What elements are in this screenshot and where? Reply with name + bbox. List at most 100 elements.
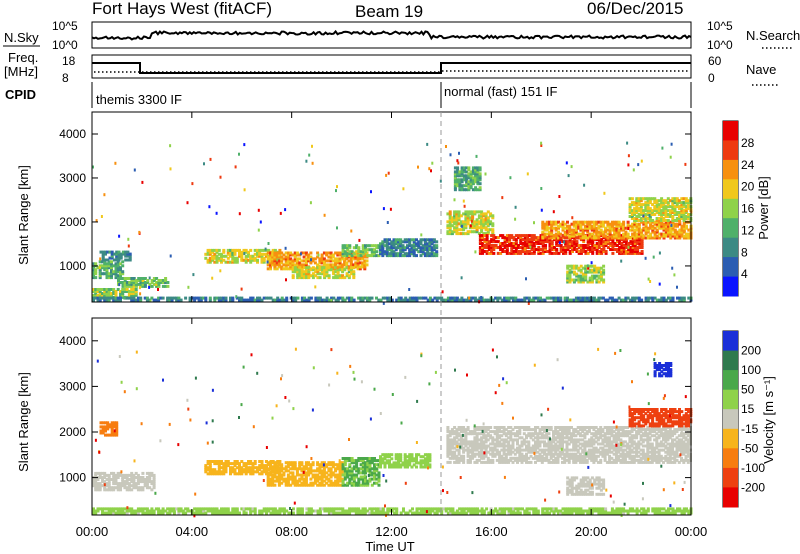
velocity-cell [525, 434, 528, 438]
power-cell [240, 258, 244, 262]
velocity-cell [116, 476, 120, 479]
power-cell [662, 224, 666, 228]
power-cell [406, 252, 409, 256]
velocity-cell [206, 462, 210, 466]
velocity-cell [266, 461, 270, 465]
velocity-cell [538, 442, 542, 446]
velocity-cell [115, 429, 119, 433]
velocity-cell [273, 467, 277, 471]
power-cell [492, 248, 496, 251]
power-cell [430, 254, 434, 258]
power-cell [469, 184, 473, 188]
power-cell [462, 212, 466, 216]
power-cell [666, 213, 670, 216]
velocity-cell [459, 436, 463, 440]
power-cell [92, 288, 95, 291]
velocity-cell [554, 448, 558, 452]
velocity-cell [311, 481, 315, 485]
power-cell [204, 296, 208, 300]
velocity-cell [258, 468, 262, 472]
power-cell [566, 280, 570, 284]
velocity-cell [366, 483, 370, 487]
power-cell [338, 276, 342, 280]
power-cell [377, 254, 381, 258]
power-cell [107, 262, 111, 266]
power-cell [653, 230, 657, 234]
power-cell [482, 226, 486, 230]
velocity-cell [556, 426, 560, 429]
velocity-cell [518, 446, 522, 450]
power-cell [453, 228, 457, 232]
power-speckle [279, 211, 282, 215]
power-cell [646, 296, 650, 300]
velocity-cell [527, 448, 531, 452]
power-cell [469, 174, 473, 178]
power-cell [483, 244, 487, 247]
power-cell [184, 296, 188, 300]
power-cell [273, 257, 277, 261]
power-cell [566, 266, 570, 270]
velocity-cell [516, 450, 519, 454]
power-cell [280, 296, 284, 300]
power-speckle [627, 245, 630, 249]
power-cell [273, 251, 277, 255]
velocity-cell [525, 446, 528, 450]
power-cell [633, 217, 637, 220]
power-cell [595, 220, 599, 224]
velocity-cell [567, 458, 571, 462]
power-cell [329, 251, 333, 255]
velocity-cell [457, 448, 461, 452]
velocity-cell [233, 460, 237, 463]
power-cell [532, 296, 536, 300]
power-cell [320, 266, 324, 270]
power-cell [289, 261, 293, 265]
power-cell [562, 251, 565, 255]
velocity-cell [385, 461, 389, 465]
power-cell [653, 197, 657, 201]
velocity-cell [116, 482, 120, 486]
velocity-cell [346, 481, 350, 485]
power-cell [421, 248, 425, 252]
power-cell [678, 220, 682, 224]
velocity-cell [99, 429, 103, 433]
power-cell [273, 259, 277, 263]
velocity-cell [338, 473, 342, 477]
velocity-cell [304, 467, 308, 471]
power-cell [591, 248, 595, 251]
power-cell [527, 296, 531, 300]
power-cell [642, 234, 646, 238]
power-cell [103, 264, 107, 268]
power-cell [562, 250, 565, 253]
velocity-cell [417, 453, 421, 457]
velocity-cell [331, 471, 335, 475]
power-cell [635, 296, 639, 300]
power-cell [455, 224, 459, 228]
velocity-cell [242, 468, 246, 472]
velocity-cell [516, 456, 519, 460]
velocity-cell [112, 486, 116, 490]
velocity-cell [253, 460, 257, 463]
velocity-cell [249, 470, 253, 474]
power-cell [563, 226, 567, 230]
power-cell [379, 246, 382, 250]
power-cell [224, 296, 228, 300]
velocity-cell [493, 454, 497, 458]
power-cell [655, 224, 659, 228]
power-cell [655, 220, 659, 224]
velocity-cell [377, 477, 381, 481]
velocity-cell [513, 426, 517, 429]
velocity-cell [502, 458, 506, 462]
velocity-cell [471, 448, 475, 452]
power-cell [673, 209, 677, 213]
power-cell [298, 270, 302, 274]
power-cell [451, 296, 455, 300]
velocity-cell [286, 477, 290, 481]
power-cell [107, 288, 111, 291]
velocity-cell [366, 481, 370, 485]
power-cell [276, 296, 280, 300]
power-cell [141, 282, 145, 286]
power-cell [341, 298, 345, 302]
power-cell [662, 205, 666, 209]
power-cell [480, 220, 484, 224]
